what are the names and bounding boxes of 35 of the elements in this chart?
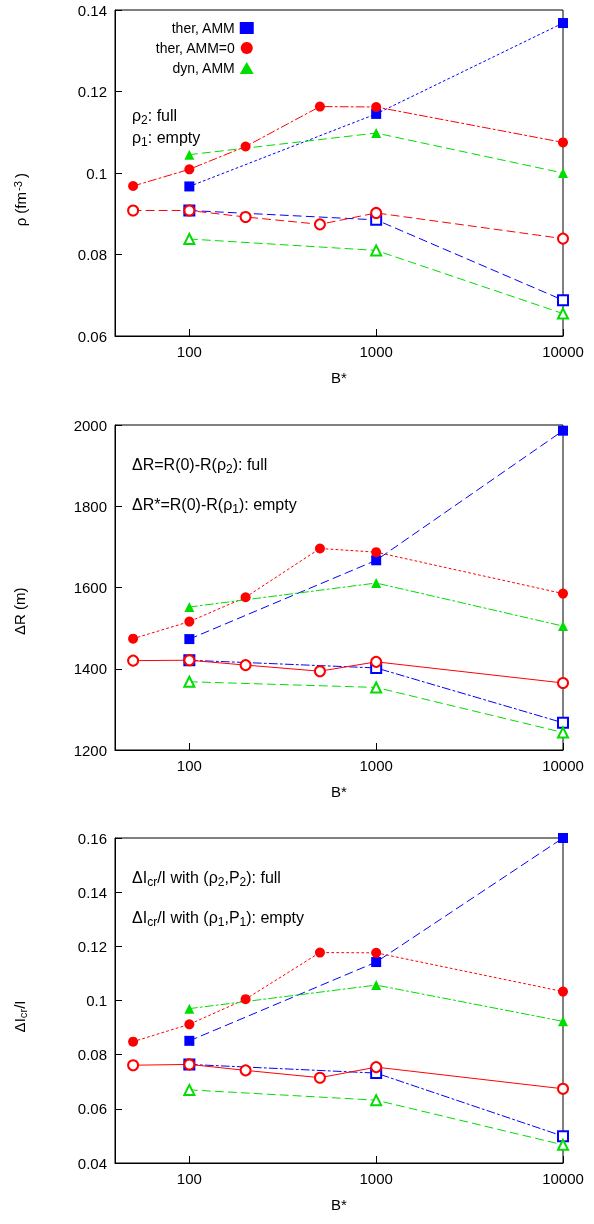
y-axis-title: ρ (fm-3) <box>11 173 30 227</box>
x-tick-label: 10000 <box>542 757 584 774</box>
y-tick-label: 0.08 <box>77 246 107 263</box>
y-tick-label: 2000 <box>73 416 107 434</box>
y-axis-title: ΔIcr/I <box>11 1000 29 1033</box>
y-tick-label: 1200 <box>73 741 107 759</box>
y-tick-label: 0.06 <box>77 1100 107 1118</box>
y-tick-label: 0.1 <box>86 992 107 1009</box>
x-axis-title: B* <box>331 1196 348 1213</box>
x-tick-label: 1000 <box>359 343 393 360</box>
x-tick-label: 100 <box>176 1170 202 1187</box>
y-tick-label: 1600 <box>73 579 107 596</box>
y-tick-label: 0.06 <box>77 327 107 345</box>
y-tick-label: 0.14 <box>77 883 107 901</box>
x-tick-label: 10000 <box>542 343 584 360</box>
x-tick-label: 1000 <box>359 757 393 774</box>
x-tick-label: 100 <box>176 757 202 774</box>
y-tick-label: 1400 <box>73 660 107 678</box>
y-tick-label: 0.04 <box>77 1154 107 1172</box>
x-axis-title: B* <box>331 783 348 800</box>
y-tick-label: 0.12 <box>77 937 107 955</box>
x-axis-title: B* <box>331 369 348 386</box>
y-tick-label: 1800 <box>73 497 107 515</box>
legend-label: ther, AMM=0 <box>155 40 235 56</box>
y-tick-label: 0.1 <box>86 164 107 182</box>
y-tick-label: 0.12 <box>77 83 107 100</box>
y-tick-label: 0.16 <box>77 829 107 847</box>
y-tick-label: 0.08 <box>77 1046 107 1064</box>
legend-label: ther, AMM <box>171 20 235 36</box>
y-axis-title: ΔR (m) <box>11 587 28 635</box>
y-tick-label: 0.14 <box>77 1 107 19</box>
x-tick-label: 1000 <box>359 1170 393 1187</box>
x-tick-label: 10000 <box>542 1170 584 1187</box>
x-tick-label: 100 <box>176 343 202 360</box>
legend-label: dyn, AMM <box>172 60 235 76</box>
